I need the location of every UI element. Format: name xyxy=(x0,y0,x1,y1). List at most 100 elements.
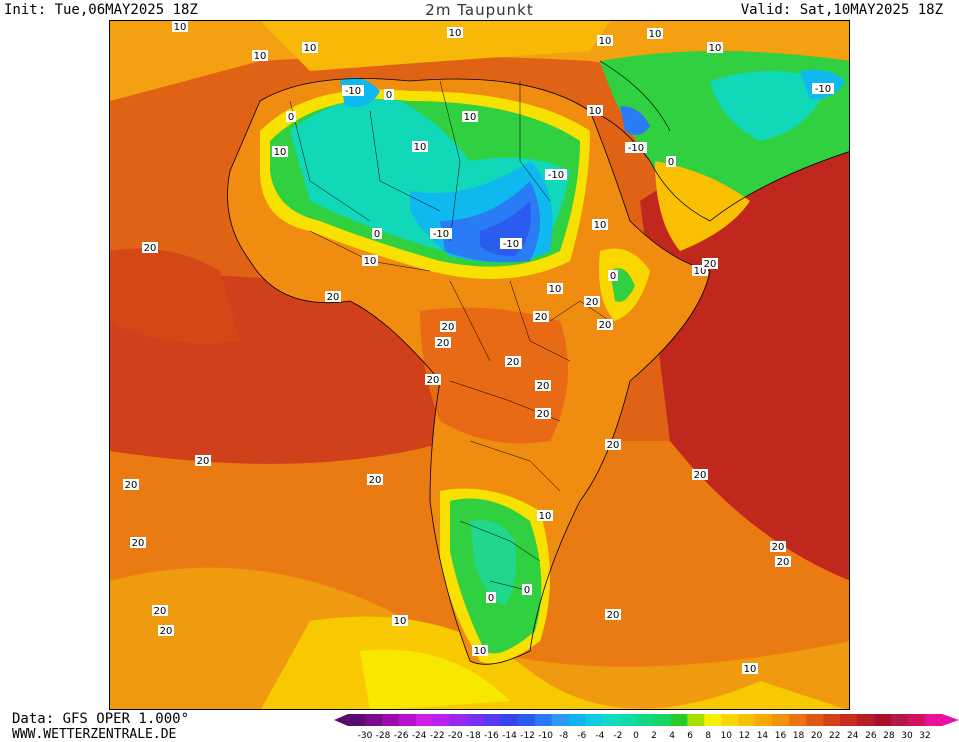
contour-label: 20 xyxy=(158,625,174,637)
legend-swatch xyxy=(925,714,943,726)
valid-time: Valid: Sat,10MAY2025 18Z xyxy=(740,2,943,18)
svg-text:10: 10 xyxy=(274,147,287,158)
svg-text:20: 20 xyxy=(437,338,450,349)
legend-swatch xyxy=(704,714,722,726)
contour-label: 10 xyxy=(692,265,708,277)
legend-swatch xyxy=(806,714,824,726)
svg-text:10: 10 xyxy=(709,43,722,54)
contour-label: 10 xyxy=(252,50,268,62)
contour-label: 10 xyxy=(587,105,603,117)
svg-text:10: 10 xyxy=(364,256,377,267)
contour-label: 20 xyxy=(775,556,791,568)
svg-text:20: 20 xyxy=(327,292,340,303)
map-graphic: 10 10 10 10 10 10 10 -10 -10 -10 -10 -10… xyxy=(110,21,849,709)
svg-text:0: 0 xyxy=(386,90,392,101)
legend-swatch xyxy=(840,714,858,726)
contour-label: 20 xyxy=(605,609,621,621)
contour-label: 20 xyxy=(770,541,786,553)
legend-tick-label: -16 xyxy=(484,731,499,741)
legend-tick-label: -28 xyxy=(376,731,391,741)
legend-swatch xyxy=(517,714,536,726)
svg-text:-10: -10 xyxy=(503,239,519,250)
legend-tick-label: -22 xyxy=(430,731,445,741)
legend-tick-label: -8 xyxy=(559,731,568,741)
data-source: Data: GFS OPER 1.000° xyxy=(12,711,190,727)
svg-text:20: 20 xyxy=(197,456,210,467)
legend-swatch xyxy=(908,714,926,726)
legend-tick-label: 26 xyxy=(865,731,877,741)
legend-swatch xyxy=(364,714,383,726)
svg-text:-10: -10 xyxy=(815,84,831,95)
svg-text:10: 10 xyxy=(474,646,487,657)
svg-text:10: 10 xyxy=(539,511,552,522)
legend-tick-label: 20 xyxy=(811,731,823,741)
legend-swatch xyxy=(670,714,688,726)
contour-label: 10 xyxy=(707,42,723,54)
country-borders xyxy=(289,80,611,592)
legend-tick-label: 10 xyxy=(721,731,733,741)
svg-text:20: 20 xyxy=(369,475,382,486)
legend-tick-label: -26 xyxy=(394,731,409,741)
legend-swatch xyxy=(738,714,756,726)
svg-text:10: 10 xyxy=(549,284,562,295)
legend-tick-label: -4 xyxy=(595,731,604,741)
contour-label: 0 xyxy=(522,584,532,596)
contour-label: 10 xyxy=(392,615,408,627)
legend-swatch xyxy=(500,714,519,726)
svg-text:0: 0 xyxy=(668,157,674,168)
website-credit: WWW.WETTERZENTRALE.DE xyxy=(12,727,177,742)
svg-text:20: 20 xyxy=(507,357,520,368)
contour-label: 0 xyxy=(384,89,394,101)
svg-text:10: 10 xyxy=(304,43,317,54)
dewpoint-map: 10 10 10 10 10 10 10 -10 -10 -10 -10 -10… xyxy=(109,20,850,710)
legend-swatch xyxy=(687,714,705,726)
contour-label: 0 xyxy=(666,156,676,168)
legend-tick-label: -20 xyxy=(448,731,463,741)
legend-tick-label: 4 xyxy=(669,731,675,741)
contour-label: 10 xyxy=(412,141,428,153)
legend-tick-label: -12 xyxy=(520,731,535,741)
svg-text:20: 20 xyxy=(772,542,785,553)
contour-label: 20 xyxy=(435,337,451,349)
svg-text:20: 20 xyxy=(442,322,455,333)
contour-label: 20 xyxy=(535,408,551,420)
contour-label: 0 xyxy=(372,228,382,240)
contour-label: -10 xyxy=(545,169,567,181)
svg-text:20: 20 xyxy=(777,557,790,568)
contour-label: 20 xyxy=(533,311,549,323)
contour-label: 20 xyxy=(123,479,139,491)
svg-text:10: 10 xyxy=(594,220,607,231)
svg-text:20: 20 xyxy=(132,538,145,549)
contour-label: 20 xyxy=(702,258,718,270)
legend-swatch xyxy=(636,714,654,726)
legend-arrow-left xyxy=(334,714,348,726)
contour-label: 20 xyxy=(425,374,441,386)
contour-label: 10 xyxy=(547,283,563,295)
svg-text:0: 0 xyxy=(610,271,616,282)
svg-text:20: 20 xyxy=(160,626,173,637)
svg-text:20: 20 xyxy=(427,375,440,386)
svg-text:-10: -10 xyxy=(345,86,361,97)
contour-label: 20 xyxy=(505,356,521,368)
legend-tick-label: -30 xyxy=(358,731,373,741)
legend-swatch xyxy=(432,714,451,726)
contour-label: 20 xyxy=(130,537,146,549)
legend-tick-label: 12 xyxy=(739,731,750,741)
legend-swatch xyxy=(551,714,570,726)
contour-label: 10 xyxy=(537,510,553,522)
legend-tick-label: -6 xyxy=(577,731,586,741)
svg-text:20: 20 xyxy=(694,470,707,481)
legend-swatch xyxy=(602,714,621,726)
legend-tick-label: 18 xyxy=(793,731,805,741)
svg-text:20: 20 xyxy=(144,243,157,254)
legend-tick-label: 0 xyxy=(633,731,639,741)
contour-label: 20 xyxy=(152,605,168,617)
legend-swatch xyxy=(653,714,671,726)
legend-tick-label: 28 xyxy=(883,731,895,741)
svg-text:10: 10 xyxy=(649,29,662,40)
contour-label: 10 xyxy=(362,255,378,267)
legend-tick-label: 14 xyxy=(757,731,769,741)
legend-tick-label: 16 xyxy=(775,731,787,741)
contour-label: 20 xyxy=(584,296,600,308)
legend-swatch xyxy=(398,714,417,726)
